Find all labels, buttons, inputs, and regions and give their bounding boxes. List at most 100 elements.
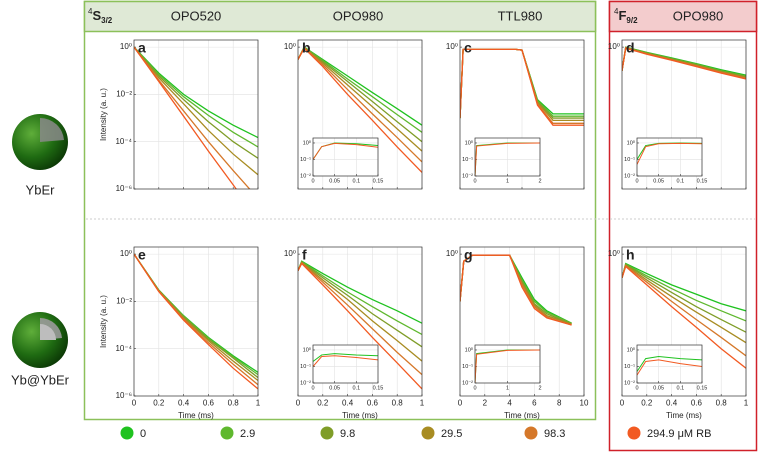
x-tick-label: 0.1 — [353, 385, 361, 391]
level-label: 4S3/2 — [88, 7, 113, 25]
y-tick-label: 10⁻⁶ — [116, 391, 132, 400]
y-tick-label: 10⁻⁶ — [116, 184, 132, 193]
y-tick-label: 10⁻² — [624, 173, 635, 179]
series-group — [622, 262, 746, 369]
y-tick-label: 10⁰ — [120, 42, 132, 51]
x-tick-label: 0.4 — [342, 398, 354, 407]
inset: 0 1 2 10⁰ 10⁻¹ 10⁻² — [462, 344, 542, 391]
legend-swatch — [320, 426, 334, 440]
y-tick-label: 10⁰ — [627, 346, 636, 353]
column-label: OPO980 — [673, 8, 724, 23]
panel: 0 0.2 0.4 0.6 0.8 1 10⁰ 10⁻² 10⁻⁴ 10⁻⁶ e Time (ms) I… — [99, 246, 261, 420]
column-label: TTL980 — [498, 8, 543, 23]
panel-letter: f — [302, 247, 307, 263]
legend-label: 98.3 — [544, 428, 565, 440]
x-tick-label: 0 — [458, 398, 463, 407]
plot-area — [313, 345, 378, 383]
x-tick-label: 0.15 — [697, 178, 708, 184]
decay-line — [134, 46, 258, 139]
level-label: 4F9/2 — [614, 7, 638, 25]
inset: 0 1 2 10⁰ 10⁻¹ 10⁻² — [462, 137, 542, 184]
decay-line — [622, 265, 746, 369]
x-tick-label: 0.2 — [153, 398, 165, 407]
y-tick-label: 10⁻² — [116, 90, 132, 99]
y-tick-label: 10⁻¹ — [462, 157, 473, 163]
legend-label: 2.9 — [240, 428, 255, 440]
y-tick-label: 10⁰ — [465, 346, 474, 353]
y-tick-label: 10⁻² — [462, 173, 473, 179]
y-tick-label: 10⁰ — [120, 249, 132, 258]
panel-letter: d — [626, 40, 635, 56]
level-sup: 4 — [614, 7, 619, 16]
axes-frame — [474, 137, 541, 177]
panel-letter: b — [302, 40, 311, 56]
legend-label: 9.8 — [340, 428, 355, 440]
series-group — [298, 260, 422, 390]
axes-frame — [459, 246, 585, 397]
decay-line — [298, 262, 422, 390]
y-axis-label: Intensity (a. u.) — [99, 295, 108, 348]
x-tick-label: 0.05 — [653, 178, 664, 184]
series-group — [475, 142, 540, 176]
panel-letter: c — [464, 40, 472, 56]
y-tick-label: 10⁰ — [303, 346, 312, 353]
legend-swatch — [220, 426, 234, 440]
axes-frame — [459, 39, 585, 190]
x-tick-label: 0 — [132, 398, 137, 407]
axes-frame — [621, 39, 747, 190]
x-tick-label: 0.05 — [329, 178, 340, 184]
y-tick-label: 10⁻² — [462, 380, 473, 386]
level-main: S — [92, 8, 101, 23]
series-group — [637, 356, 702, 376]
x-axis-label: Time (ms) — [666, 411, 702, 420]
x-tick-label: 0 — [311, 178, 314, 184]
inset: 0 0.05 0.1 0.15 10⁰ 10⁻¹ 10⁻² — [300, 137, 384, 184]
axes-frame — [312, 137, 379, 177]
y-tick-label: 10⁻⁴ — [115, 137, 132, 146]
decay-line — [637, 359, 702, 376]
axes-frame — [636, 137, 703, 177]
y-tick-label: 10⁰ — [627, 139, 636, 146]
x-axis-label: Time (ms) — [342, 411, 378, 420]
y-tick-label: 10⁻¹ — [624, 157, 635, 163]
axes-frame — [636, 344, 703, 384]
series-group — [313, 353, 378, 367]
decay-line — [134, 46, 251, 189]
x-tick-label: 0.05 — [329, 385, 340, 391]
x-tick-label: 10 — [580, 398, 589, 407]
y-tick-label: 10⁻² — [116, 297, 132, 306]
x-tick-label: 1 — [256, 398, 261, 407]
x-tick-label: 0.6 — [203, 398, 215, 407]
series-group — [637, 142, 702, 165]
y-tick-label: 10⁻² — [300, 380, 311, 386]
panel: 0 0.2 0.4 0.6 0.8 1 10⁰ h Time (ms) — [608, 246, 749, 420]
y-tick-label: 10⁰ — [284, 42, 296, 51]
decay-line — [134, 46, 258, 148]
y-axis-label: Intensity (a. u.) — [99, 88, 108, 141]
x-tick-label: 0 — [296, 398, 301, 407]
axes-frame — [474, 344, 541, 384]
x-tick-label: 0.15 — [373, 178, 384, 184]
x-tick-label: 0.2 — [317, 398, 329, 407]
column-label: OPO980 — [333, 8, 384, 23]
x-tick-label: 1 — [506, 178, 509, 184]
panel: 0 0.2 0.4 0.6 0.8 1 10⁰ f Time (ms) — [284, 246, 425, 420]
y-tick-label: 10⁻⁴ — [115, 344, 132, 353]
panel-letter: h — [626, 247, 635, 263]
level-main: F — [618, 8, 626, 23]
panel-letter: a — [138, 40, 146, 56]
x-tick-label: 0 — [473, 178, 476, 184]
series-group — [134, 46, 258, 189]
plot-area — [637, 138, 702, 176]
y-tick-label: 10⁰ — [446, 42, 458, 51]
x-tick-label: 1 — [744, 398, 749, 407]
axes-frame — [621, 246, 747, 397]
x-tick-label: 2 — [538, 178, 541, 184]
y-tick-label: 10⁰ — [608, 42, 620, 51]
y-tick-label: 10⁰ — [446, 249, 458, 258]
x-tick-label: 2 — [483, 398, 488, 407]
decay-line — [134, 46, 258, 176]
legend-label: 0 — [140, 428, 146, 440]
axes-frame — [133, 246, 259, 397]
